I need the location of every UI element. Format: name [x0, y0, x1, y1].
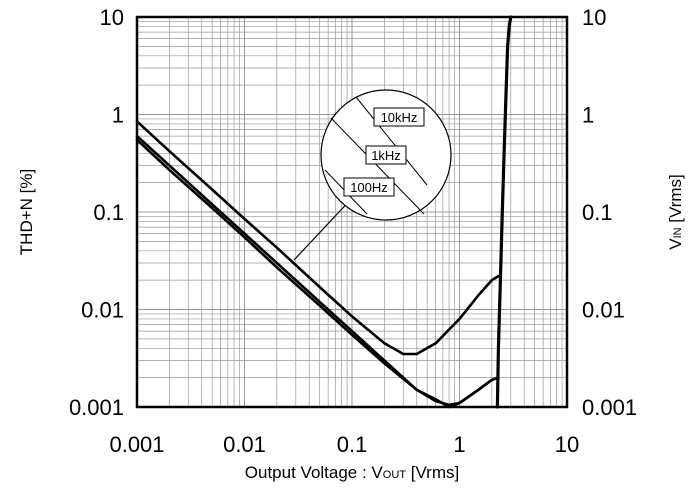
x-tick-labels: 0.001 0.01 0.1 1 10 [109, 432, 579, 457]
legend-label-100hz: 100Hz [350, 180, 388, 195]
legend-callout: 10kHz 1kHz 100Hz [293, 89, 452, 261]
y2-tick-label: 0.01 [582, 298, 625, 323]
series-line-v-in [495, 15, 513, 409]
y2-tick-label: 0.1 [582, 200, 613, 225]
y-tick-labels: 10 1 0.1 0.01 0.001 [69, 5, 124, 420]
x-tick-label: 1 [453, 432, 465, 457]
legend-label-1khz: 1kHz [371, 148, 401, 163]
y2-tick-label: 1 [582, 103, 594, 128]
x-tick-label: 0.01 [223, 432, 266, 457]
y-tick-label: 0.1 [93, 200, 124, 225]
legend-box-10khz [373, 107, 425, 127]
curves [135, 15, 513, 409]
series-line-100hz [135, 138, 500, 409]
callout-line-10khz [355, 96, 428, 186]
x-tick-label: 0.1 [337, 432, 368, 457]
x-axis-label: Output Voltage : VOUT [Vrms] [245, 463, 459, 482]
x-tick-label: 0.001 [109, 432, 164, 457]
y2-tick-label: 0.001 [582, 395, 637, 420]
y-tick-label: 0.01 [81, 298, 124, 323]
y2-tick-label: 10 [582, 5, 606, 30]
y-tick-label: 1 [112, 103, 124, 128]
series-line-10khz [135, 120, 500, 356]
x-tick-label: 10 [555, 432, 579, 457]
y-axis-label: THD+N [%] [17, 169, 36, 255]
y2-tick-labels: 10 1 0.1 0.01 0.001 [582, 5, 637, 420]
legend-box-1khz [365, 145, 407, 165]
legend-label-10khz: 10kHz [381, 110, 418, 125]
callout-line-1khz [330, 117, 425, 215]
y-tick-label: 0.001 [69, 395, 124, 420]
legend-box-100hz [343, 177, 395, 197]
plot-frame [135, 15, 569, 409]
y-tick-label: 10 [100, 5, 124, 30]
y2-axis-label: VIN [Vrms] [666, 174, 685, 250]
